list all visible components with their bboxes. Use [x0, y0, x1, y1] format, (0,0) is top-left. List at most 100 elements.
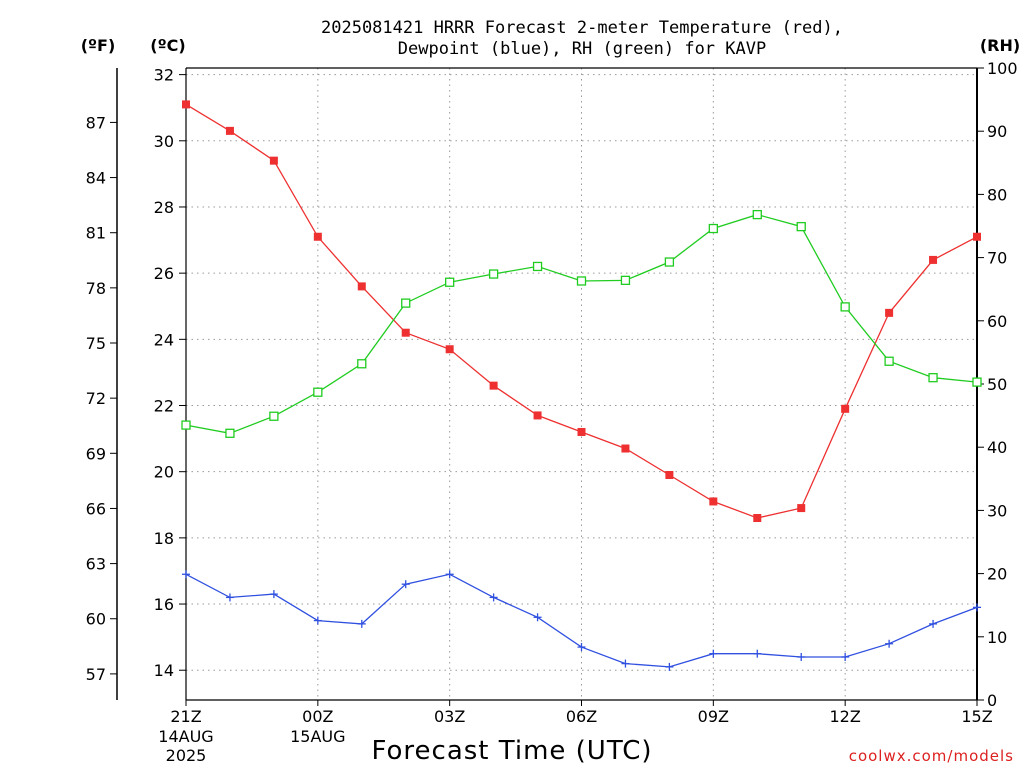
celsius-tick-label: 14	[154, 661, 174, 680]
fahrenheit-tick-label: 60	[86, 610, 106, 629]
temperature-point	[841, 404, 850, 413]
x-tick-label: 09Z	[698, 707, 729, 726]
x-tick-year: 2025	[166, 746, 207, 765]
rh-tick-label: 30	[987, 501, 1007, 520]
dewpoint-point	[885, 639, 894, 648]
rh-point	[972, 377, 982, 387]
rh-tick-label: 80	[987, 185, 1007, 204]
rh-point	[401, 298, 411, 308]
fahrenheit-tick-label: 78	[86, 279, 106, 298]
fahrenheit-tick-label: 66	[86, 499, 106, 518]
grid	[185, 68, 978, 700]
celsius-tick-label: 30	[154, 132, 174, 151]
x-tick-label: 03Z	[434, 707, 465, 726]
celsius-tick-label: 18	[154, 529, 174, 548]
fahrenheit-tick-label: 75	[86, 334, 106, 353]
rh-point	[532, 261, 543, 272]
x-tick-label: 12Z	[830, 707, 861, 726]
rh-point	[620, 275, 631, 286]
rh-tick-label: 40	[987, 438, 1007, 457]
fahrenheit-tick-label: 72	[86, 389, 106, 408]
celsius-unit-label: (ºC)	[150, 36, 185, 55]
rh-series	[181, 209, 982, 438]
temperature-point	[357, 282, 366, 291]
dewpoint-point	[313, 616, 322, 625]
dewpoint-point	[182, 570, 190, 579]
dewpoint-point	[269, 590, 278, 599]
celsius-tick-label: 28	[154, 198, 174, 217]
dewpoint-point	[577, 643, 586, 652]
rh-point	[576, 276, 587, 286]
fahrenheit-tick-label: 69	[86, 444, 106, 463]
temperature-point	[577, 427, 586, 436]
dewpoint-series	[182, 570, 981, 671]
fahrenheit-tick-label: 63	[86, 555, 106, 574]
x-tick-date: 15AUG	[290, 727, 345, 746]
rh-point	[225, 428, 235, 438]
rh-point	[884, 356, 894, 366]
rh-point	[840, 302, 850, 312]
rh-point	[181, 420, 191, 430]
temperature-point	[929, 255, 938, 264]
temperature-point	[313, 232, 322, 241]
credit-label: coolwx.com/models	[849, 747, 1014, 765]
rh-line	[185, 213, 978, 434]
celsius-tick-label: 24	[154, 330, 174, 349]
celsius-tick-label: 16	[154, 595, 174, 614]
rh-point	[752, 209, 762, 220]
rh-point	[664, 257, 675, 267]
temperature-point	[182, 100, 190, 109]
rh-point	[488, 269, 499, 279]
temperature-point	[225, 126, 234, 135]
temperature-point	[885, 308, 894, 317]
x-tick-date: 14AUG	[158, 727, 213, 746]
dewpoint-point	[973, 603, 981, 612]
dewpoint-point	[841, 652, 850, 661]
rh-tick-label: 60	[987, 312, 1007, 331]
dewpoint-point	[401, 580, 410, 589]
rh-tick-label: 20	[987, 565, 1007, 584]
rh-unit-label: (RH)	[980, 36, 1020, 55]
rh-point	[357, 359, 367, 369]
celsius-tick-label: 20	[154, 463, 174, 482]
temperature-point	[489, 381, 498, 390]
celsius-tick-label: 26	[154, 264, 174, 283]
dewpoint-point	[665, 662, 674, 671]
dewpoint-line	[185, 573, 978, 668]
rh-tick-label: 50	[987, 375, 1007, 394]
dewpoint-point	[489, 593, 498, 602]
temperature-point	[665, 470, 674, 479]
dewpoint-point	[357, 619, 366, 628]
temperature-point	[973, 232, 981, 241]
fahrenheit-unit-label: (ºF)	[81, 36, 116, 55]
rh-point	[445, 277, 455, 287]
fahrenheit-tick-label: 57	[86, 665, 106, 684]
dewpoint-point	[445, 570, 454, 579]
dewpoint-point	[797, 652, 806, 661]
rh-tick-label: 10	[987, 628, 1007, 647]
celsius-tick-label: 32	[154, 66, 174, 85]
temperature-point	[797, 504, 806, 513]
temperature-point	[709, 497, 718, 506]
temperature-point	[445, 345, 454, 354]
x-tick-label: 21Z	[170, 707, 201, 726]
rh-tick-label: 90	[987, 122, 1007, 141]
temperature-point	[621, 444, 630, 453]
rh-point	[269, 411, 279, 421]
rh-tick-label: 0	[987, 691, 997, 710]
rh-point	[796, 221, 806, 232]
x-axis-label: Forecast Time (UTC)	[371, 736, 652, 766]
series	[181, 100, 982, 671]
fahrenheit-tick-label: 81	[86, 224, 106, 243]
rh-tick-label: 100	[987, 59, 1018, 78]
axes: 14 16 18 20 22 24 26 28 30 32 57 60 63 66 69 72 75 78 81 84…	[86, 59, 1018, 765]
celsius-tick-label: 22	[154, 397, 174, 416]
temperature-series	[182, 100, 981, 523]
fahrenheit-tick-label: 84	[86, 169, 106, 188]
rh-point	[313, 387, 323, 397]
rh-point	[928, 373, 938, 383]
x-tick-label: 06Z	[566, 707, 597, 726]
temperature-point	[533, 411, 542, 420]
dewpoint-point	[533, 613, 542, 622]
